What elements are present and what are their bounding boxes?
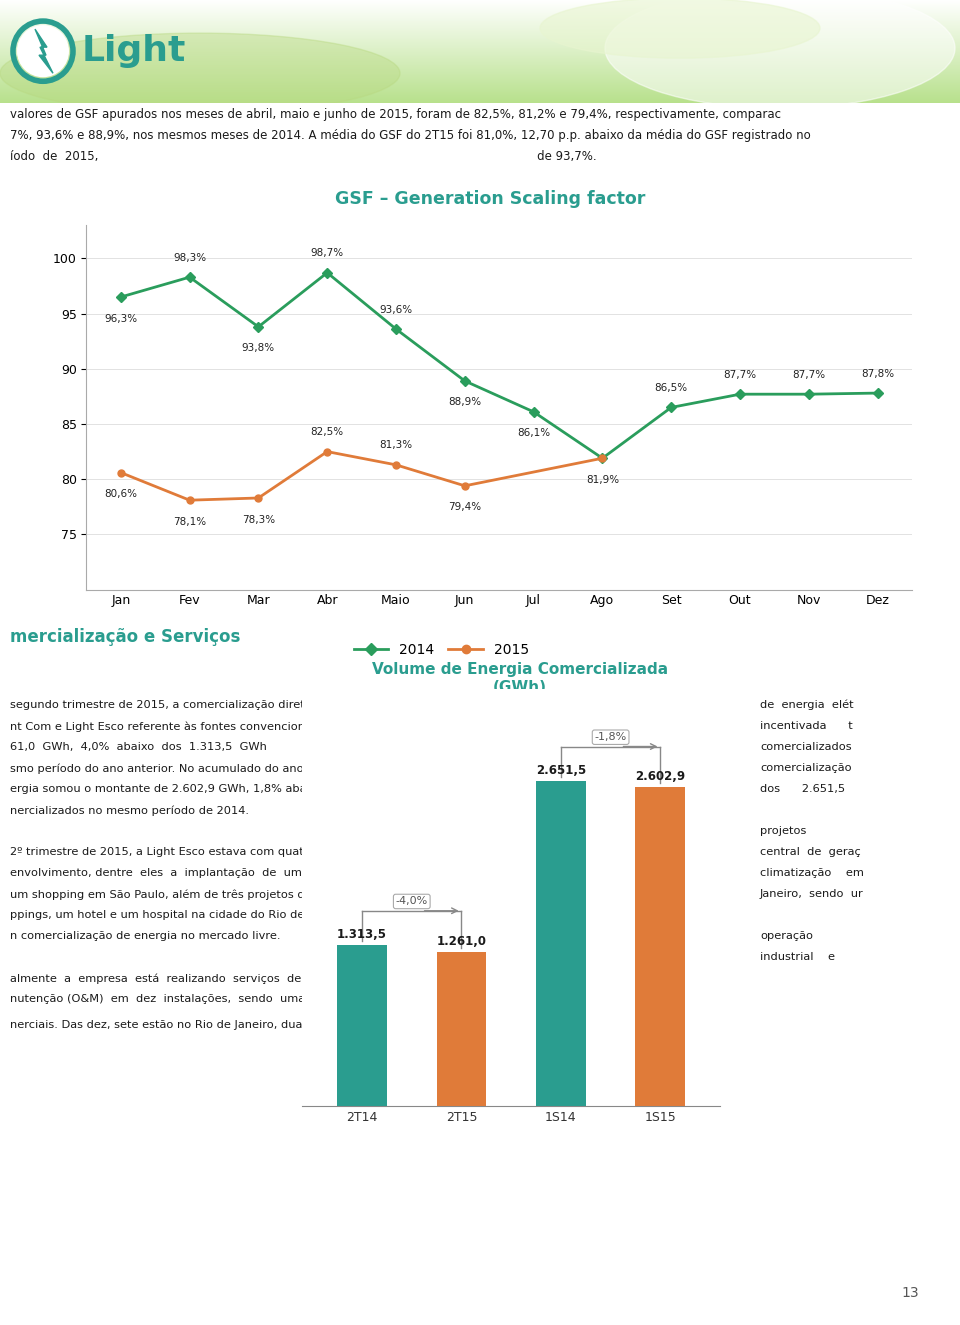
Polygon shape [35,29,53,73]
Text: nt Com e Light Esco referente às fontes convencional e: nt Com e Light Esco referente às fontes … [10,721,325,731]
Text: smo período do ano anterior. No acumulado do ano, a: smo período do ano anterior. No acumulad… [10,763,318,774]
Text: climatização    em: climatização em [760,868,864,878]
Text: 1.261,0: 1.261,0 [437,935,487,947]
Text: 2.651,5: 2.651,5 [536,765,586,778]
Text: 61,0  GWh,  4,0%  abaixo  dos  1.313,5  GWh: 61,0 GWh, 4,0% abaixo dos 1.313,5 GWh [10,742,267,753]
Text: 78,1%: 78,1% [173,517,206,527]
Text: 86,5%: 86,5% [655,383,687,394]
Text: valores de GSF apurados nos meses de abril, maio e junho de 2015, foram de 82,5%: valores de GSF apurados nos meses de abr… [10,109,781,121]
Text: 87,7%: 87,7% [792,370,826,380]
Text: almente  a  empresa  está  realizando  serviços  de: almente a empresa está realizando serviç… [10,973,301,983]
Text: (GWh): (GWh) [493,680,547,696]
Text: 81,3%: 81,3% [379,440,413,451]
Text: 86,1%: 86,1% [517,428,550,439]
Text: mercialização e Serviços: mercialização e Serviços [10,628,240,647]
Text: operação: operação [760,931,813,941]
Text: segundo trimestre de 2015, a comercialização direta: segundo trimestre de 2015, a comercializ… [10,700,312,710]
Text: 98,7%: 98,7% [311,248,344,258]
Text: -4,0%: -4,0% [396,897,428,906]
Text: Light: Light [82,34,186,68]
Bar [536,780,586,1106]
Text: íodo  de  2015,                                                                 : íodo de 2015, [10,150,596,163]
Text: 78,3%: 78,3% [242,514,275,525]
Text: GSF – Generation Scaling factor: GSF – Generation Scaling factor [335,189,645,208]
Text: nutenção (O&M)  em  dez  instalações,  sendo  uma: nutenção (O&M) em dez instalações, sendo… [10,994,305,1004]
Text: 80,6%: 80,6% [105,489,137,500]
Text: 2.602,9: 2.602,9 [636,770,685,783]
Text: Janeiro,  sendo  ur: Janeiro, sendo ur [760,889,864,898]
Text: 2º trimestre de 2015, a Light Esco estava com quatro: 2º trimestre de 2015, a Light Esco estav… [10,847,315,857]
Ellipse shape [605,0,955,109]
Text: 81,9%: 81,9% [586,474,619,485]
Text: 88,9%: 88,9% [448,398,481,408]
Bar [437,951,487,1106]
Text: central  de  geraç: central de geraç [760,847,861,857]
Text: comercializados: comercializados [760,742,852,753]
Text: 93,8%: 93,8% [242,343,275,354]
Text: 93,6%: 93,6% [379,305,413,315]
Text: de  energia  elét: de energia elét [760,700,853,710]
Text: nercializados no mesmo período de 2014.: nercializados no mesmo período de 2014. [10,806,249,815]
Text: projetos: projetos [760,825,806,836]
Text: 79,4%: 79,4% [448,502,481,513]
Text: 7%, 93,6% e 88,9%, nos mesmos meses de 2014. A média do GSF do 2T15 foi 81,0%, 1: 7%, 93,6% e 88,9%, nos mesmos meses de 2… [10,129,811,142]
Text: comercialização: comercialização [760,763,852,772]
Bar [636,787,685,1106]
Bar [337,945,387,1106]
Text: incentivada      t: incentivada t [760,721,852,731]
Text: 1.313,5: 1.313,5 [337,929,387,942]
Text: Volume de Energia Comercializada: Volume de Energia Comercializada [372,662,668,677]
Text: envolvimento, dentre  eles  a  implantação  de  uma: envolvimento, dentre eles a implantação … [10,868,309,878]
Text: industrial    e: industrial e [760,951,835,962]
Ellipse shape [0,33,400,114]
Text: ppings, um hotel e um hospital na cidade do Rio de: ppings, um hotel e um hospital na cidade… [10,910,304,920]
Text: 82,5%: 82,5% [311,427,344,437]
Text: nerciais. Das dez, sete estão no Rio de Janeiro, duas em São Paulo e uma no Rio : nerciais. Das dez, sete estão no Rio de … [10,1020,557,1030]
Text: 96,3%: 96,3% [105,314,137,323]
Text: 87,8%: 87,8% [861,368,894,379]
Circle shape [17,25,69,77]
Legend: 2014, 2015: 2014, 2015 [348,637,535,662]
Text: um shopping em São Paulo, além de três projetos de: um shopping em São Paulo, além de três p… [10,889,312,900]
Text: 98,3%: 98,3% [173,253,206,262]
Text: 13: 13 [901,1287,919,1300]
Ellipse shape [540,0,820,58]
Text: ergia somou o montante de 2.602,9 GWh, 1,8% abaixo: ergia somou o montante de 2.602,9 GWh, 1… [10,784,324,794]
Text: dos      2.651,5: dos 2.651,5 [760,784,845,794]
Text: n comercialização de energia no mercado livre.: n comercialização de energia no mercado … [10,931,280,941]
Text: 87,7%: 87,7% [724,370,756,380]
Text: -1,8%: -1,8% [594,733,627,742]
